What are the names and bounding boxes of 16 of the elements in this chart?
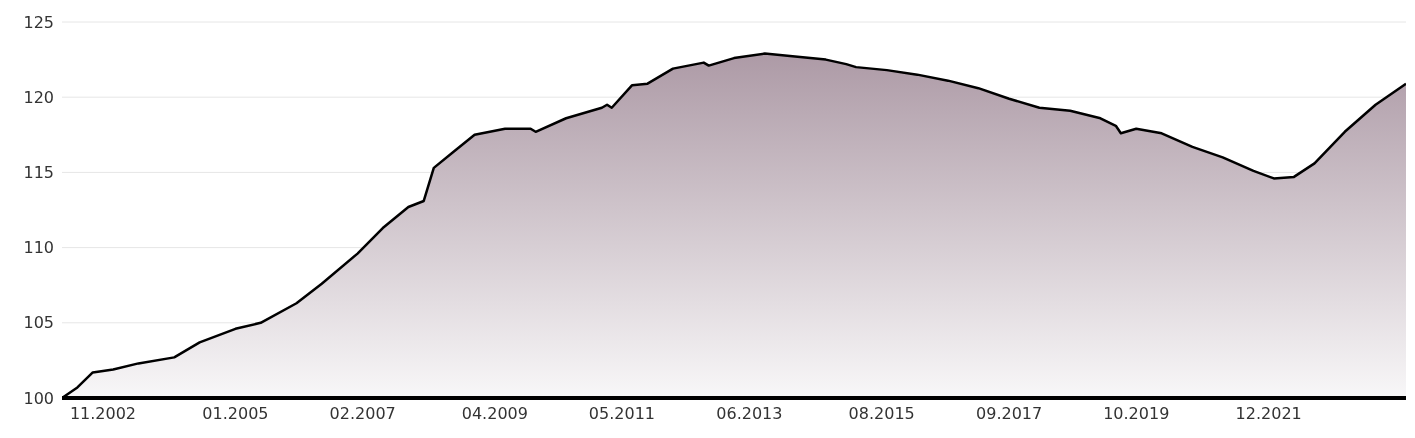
x-tick-label: 05.2011 bbox=[588, 404, 656, 424]
x-tick-label: 02.2007 bbox=[329, 404, 396, 424]
y-tick-label: 105 bbox=[23, 313, 54, 333]
x-tick-label: 10.2019 bbox=[1103, 404, 1170, 424]
x-tick-label: 01.2005 bbox=[202, 404, 269, 424]
x-tick-label: 04.2009 bbox=[461, 404, 528, 424]
y-tick-label: 125 bbox=[23, 12, 54, 32]
y-tick-label: 120 bbox=[23, 87, 54, 107]
x-tick-label: 11.2002 bbox=[69, 404, 137, 424]
x-tick-label: 12.2021 bbox=[1235, 404, 1302, 424]
x-tick-label: 08.2015 bbox=[848, 404, 915, 424]
y-tick-label: 100 bbox=[23, 388, 54, 408]
x-tick-label: 09.2017 bbox=[976, 404, 1043, 424]
y-tick-label: 115 bbox=[23, 163, 54, 183]
y-tick-label: 110 bbox=[23, 238, 54, 258]
x-tick-label: 06.2013 bbox=[716, 404, 783, 424]
